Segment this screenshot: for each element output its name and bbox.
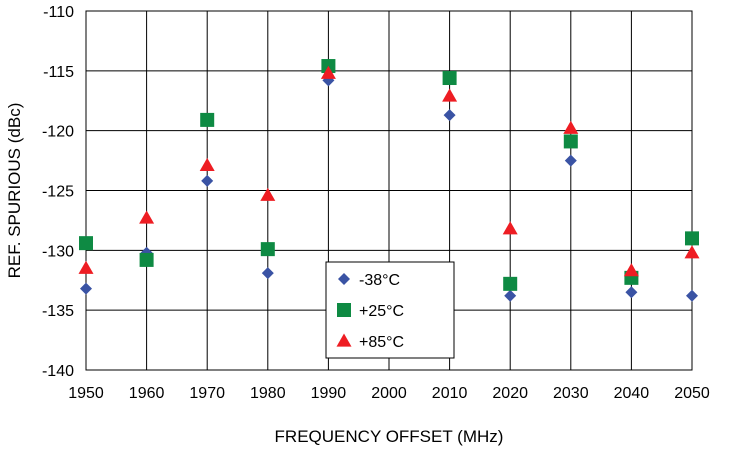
data-point-triangle <box>502 221 518 235</box>
legend-marker-diamond <box>338 273 350 285</box>
data-point-triangle <box>623 263 639 277</box>
data-point-diamond <box>504 289 517 302</box>
x-tick-label: 1960 <box>129 385 165 402</box>
legend-marker-square <box>337 303 351 317</box>
series-square <box>79 59 699 291</box>
data-point-triangle <box>320 65 336 79</box>
data-point-diamond <box>625 286 638 299</box>
x-axis-title: FREQUENCY OFFSET (MHz) <box>275 427 504 446</box>
data-point-square <box>200 112 215 127</box>
data-point-diamond <box>686 289 698 302</box>
data-point-triangle <box>563 120 579 134</box>
data-point-square <box>685 231 699 246</box>
data-point-triangle <box>78 260 94 274</box>
x-tick-label: 1970 <box>189 385 225 402</box>
data-point-square <box>139 252 154 267</box>
x-tick-label: 2040 <box>614 385 650 402</box>
data-point-triangle <box>139 210 155 224</box>
y-tick-label: -115 <box>43 64 74 81</box>
x-axis-ticks: 1950 1960 1970 1980 1990 2000 2010 2020 2030 2040… <box>68 385 710 402</box>
data-point-triangle <box>442 88 458 102</box>
x-tick-label: 1990 <box>311 385 347 402</box>
legend-label: +25°C <box>359 303 404 320</box>
data-point-square <box>503 276 518 291</box>
data-point-diamond <box>443 109 456 122</box>
legend-label: +85°C <box>359 334 404 351</box>
y-tick-label: -130 <box>42 243 74 260</box>
legend: -38°C +25°C +85°C <box>325 261 455 359</box>
data-point-diamond <box>201 174 214 187</box>
data-points <box>78 59 700 302</box>
y-tick-label: -120 <box>42 124 74 141</box>
y-tick-label: -135 <box>42 303 74 320</box>
y-axis-title: REF. SPURIOUS (dBc) <box>5 103 24 279</box>
data-point-square <box>79 236 93 251</box>
data-point-diamond <box>80 282 92 295</box>
x-tick-label: 1980 <box>250 385 286 402</box>
x-tick-label: 2000 <box>371 385 407 402</box>
x-tick-label: 1950 <box>68 385 104 402</box>
y-tick-label: -110 <box>43 4 74 21</box>
data-point-triangle <box>260 187 276 201</box>
series-triangle <box>78 65 700 277</box>
data-point-triangle <box>199 157 215 171</box>
x-tick-label: 2050 <box>674 385 710 402</box>
x-tick-label: 2020 <box>492 385 528 402</box>
data-point-triangle <box>684 245 700 259</box>
data-point-square <box>563 134 578 149</box>
y-tick-label: -125 <box>42 184 74 201</box>
x-tick-label: 2030 <box>553 385 589 402</box>
x-tick-label: 2010 <box>432 385 468 402</box>
data-point-square <box>260 242 275 257</box>
data-point-diamond <box>564 154 577 167</box>
series-diamond <box>80 74 698 302</box>
legend-marker-triangle <box>336 333 352 347</box>
y-tick-label: -140 <box>42 363 74 380</box>
legend-label: -38°C <box>359 272 400 289</box>
data-point-diamond <box>261 267 274 280</box>
plot-area-frame <box>85 10 693 371</box>
data-point-square <box>442 71 457 86</box>
y-axis-ticks: -140 -135 -130 -125 -120 -115 -110 <box>42 4 74 380</box>
